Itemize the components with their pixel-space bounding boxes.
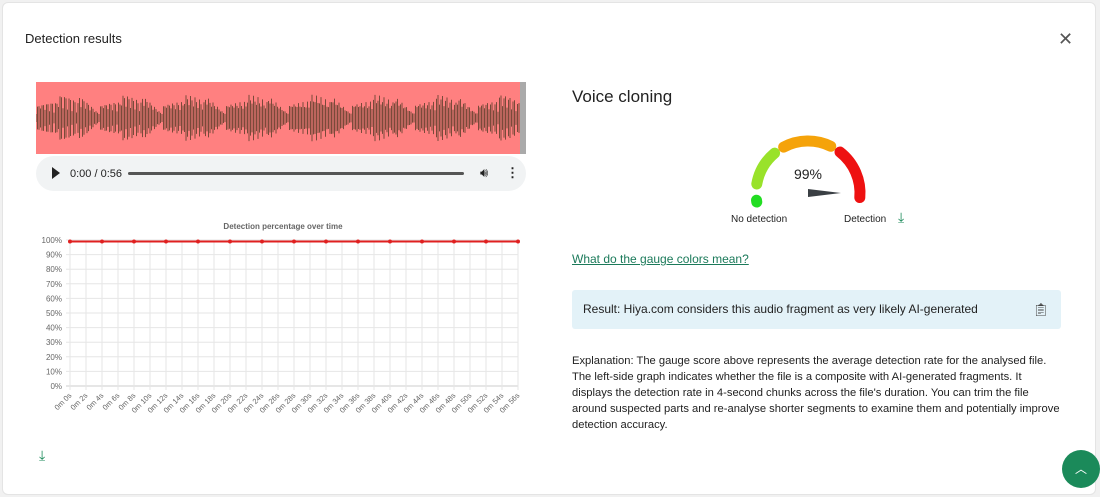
scroll-top-button[interactable]: ︿ xyxy=(1062,450,1100,488)
waveform[interactable] xyxy=(35,82,526,154)
waveform-shape xyxy=(35,94,520,142)
gauge-segment-lightgreen xyxy=(751,147,781,190)
copy-icon[interactable]: 📋︎ xyxy=(1032,302,1049,317)
seek-bar[interactable] xyxy=(128,172,464,175)
y-tick-label: 80% xyxy=(46,265,62,274)
player-time: 0:00 / 0:56 xyxy=(70,168,122,180)
data-point[interactable] xyxy=(292,239,296,244)
chevron-up-icon: ︿ xyxy=(1074,462,1087,476)
y-tick-label: 40% xyxy=(46,324,62,333)
gauge-colors-link[interactable]: What do the gauge colors mean? xyxy=(572,252,749,266)
more-options-icon[interactable]: ⋮ xyxy=(506,165,519,180)
play-icon[interactable] xyxy=(52,167,60,179)
y-tick-label: 90% xyxy=(46,251,62,260)
y-tick-label: 60% xyxy=(46,294,62,303)
result-banner: Result: Hiya.com considers this audio fr… xyxy=(572,290,1061,329)
result-text: Result: Hiya.com considers this audio fr… xyxy=(583,302,978,316)
y-tick-label: 10% xyxy=(46,367,62,376)
y-tick-label: 0% xyxy=(50,382,62,391)
detection-chart: Detection percentage over time 0% 10% 20% 30… xyxy=(42,222,522,415)
y-tick-label: 70% xyxy=(46,280,62,289)
y-tick-label: 30% xyxy=(46,338,62,347)
data-point[interactable] xyxy=(324,239,328,244)
data-point[interactable] xyxy=(356,239,360,244)
gauge-value: 99% xyxy=(794,166,822,182)
data-point[interactable] xyxy=(100,239,104,244)
y-tick-label: 100% xyxy=(42,236,62,245)
explanation-text: Explanation: The gauge score above repre… xyxy=(572,355,1060,431)
data-point[interactable] xyxy=(164,239,168,244)
data-point[interactable] xyxy=(132,239,136,244)
close-icon[interactable]: ✕ xyxy=(1058,29,1074,49)
gauge-needle xyxy=(808,189,841,197)
download-chart-icon[interactable]: ⤓ xyxy=(39,447,46,463)
data-point[interactable] xyxy=(196,239,200,244)
waveform-end-marker xyxy=(520,82,526,154)
detection-gauge: 99% xyxy=(751,135,866,208)
data-point[interactable] xyxy=(452,239,456,244)
data-point[interactable] xyxy=(228,239,232,244)
data-point[interactable] xyxy=(484,239,488,244)
modal-title: Detection results xyxy=(25,31,122,46)
data-point[interactable] xyxy=(516,239,520,244)
data-point[interactable] xyxy=(260,239,264,244)
download-gauge-icon[interactable]: ⤓ xyxy=(898,209,905,225)
data-point[interactable] xyxy=(420,239,424,244)
audio-player: 0:00 / 0:56 🔊︎ ⋮ xyxy=(36,156,526,191)
waveform-path xyxy=(35,94,520,142)
data-point[interactable] xyxy=(68,239,72,244)
section-heading: Voice cloning xyxy=(572,87,673,106)
chart-title: Detection percentage over time xyxy=(223,222,343,231)
data-point[interactable] xyxy=(388,239,392,244)
volume-icon[interactable]: 🔊︎ xyxy=(480,165,489,180)
y-tick-label: 50% xyxy=(46,309,62,318)
y-tick-label: 20% xyxy=(46,353,62,362)
gauge-left-label: No detection xyxy=(731,214,788,225)
gauge-segment-orange xyxy=(778,135,837,153)
gauge-segment-red xyxy=(834,146,866,204)
gauge-right-label: Detection xyxy=(844,214,887,225)
